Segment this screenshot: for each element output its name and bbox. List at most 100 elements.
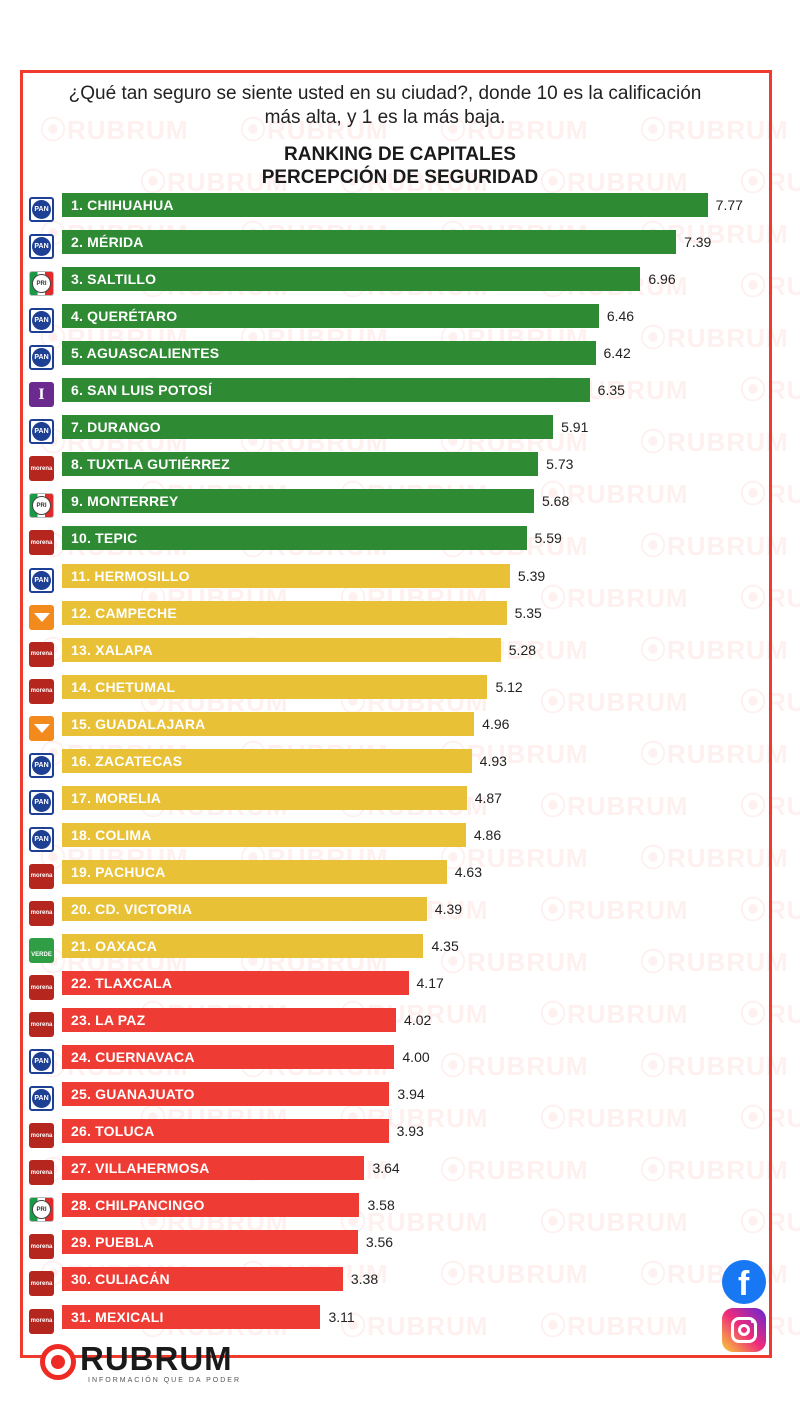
value-label: 6.42 [604, 345, 631, 361]
party-logo-text: PAN [32, 793, 51, 812]
facebook-glyph: f [738, 1265, 749, 1304]
party-logo-pan-icon: PAN [29, 419, 54, 444]
value-label: 4.96 [482, 716, 509, 732]
bar-row: morena 30. CULIACÁN 3.38 [0, 1266, 800, 1303]
party-logo-i-icon: I [29, 382, 54, 407]
party-logo-text: PAN [32, 1089, 51, 1108]
bar-row: PAN 11. HERMOSILLO 5.39 [0, 563, 800, 600]
party-logo-text: morena [31, 1170, 53, 1176]
value-label: 4.35 [431, 938, 458, 954]
bar-row: PAN 24. CUERNAVACA 4.00 [0, 1044, 800, 1081]
party-logo-morena-icon: morena [29, 1309, 54, 1334]
bar-row: morena 31. MEXICALI 3.11 [0, 1304, 800, 1341]
bar-row: PAN 25. GUANAJUATO 3.94 [0, 1081, 800, 1118]
bar-row: morena 22. TLAXCALA 4.17 [0, 970, 800, 1007]
bar-row: morena 19. PACHUCA 4.63 [0, 859, 800, 896]
value-label: 4.86 [474, 827, 501, 843]
party-logo-pan-icon: PAN [29, 345, 54, 370]
value-label: 5.68 [542, 493, 569, 509]
value-label: 5.12 [495, 679, 522, 695]
party-logo-pri-icon: PRI [29, 1197, 54, 1222]
party-logo-pri-icon: PRI [29, 493, 54, 518]
party-logo-text: PAN [32, 1052, 51, 1071]
party-logo-text [34, 613, 50, 622]
party-logo-pan-icon: PAN [29, 308, 54, 333]
category-label: 19. PACHUCA [71, 864, 166, 880]
value-label: 4.17 [417, 975, 444, 991]
party-logo-text: PRI [32, 274, 51, 293]
party-logo-text: PAN [32, 311, 51, 330]
category-label: 7. DURANGO [71, 419, 161, 435]
bar-row: morena 10. TEPIC 5.59 [0, 525, 800, 562]
category-label: 30. CULIACÁN [71, 1271, 170, 1287]
party-logo-pan-icon: PAN [29, 827, 54, 852]
value-label: 3.11 [328, 1309, 354, 1325]
category-label: 31. MEXICALI [71, 1309, 164, 1325]
party-logo-text: morena [31, 985, 53, 991]
category-label: 26. TOLUCA [71, 1123, 154, 1139]
party-logo-text [34, 724, 50, 733]
party-logo-text: morena [31, 873, 53, 879]
party-logo-morena-icon: morena [29, 1160, 54, 1185]
party-logo-text: morena [31, 1281, 53, 1287]
bar-row: I 6. SAN LUIS POTOSÍ 6.35 [0, 377, 800, 414]
bar-row: morena 13. XALAPA 5.28 [0, 637, 800, 674]
party-logo-text: PAN [32, 200, 51, 219]
party-logo-text: PAN [32, 756, 51, 775]
party-logo-pan-icon: PAN [29, 197, 54, 222]
value-label: 5.59 [535, 530, 562, 546]
category-label: 23. LA PAZ [71, 1012, 145, 1028]
party-logo-pan-icon: PAN [29, 568, 54, 593]
party-logo-morena-icon: morena [29, 1271, 54, 1296]
category-label: 12. CAMPECHE [71, 605, 177, 621]
bar-row: PAN 4. QUERÉTARO 6.46 [0, 303, 800, 340]
category-label: 21. OAXACA [71, 938, 157, 954]
bar-row: VERDE 21. OAXACA 4.35 [0, 933, 800, 970]
party-logo-text: PRI [32, 496, 51, 515]
bar-row: PAN 18. COLIMA 4.86 [0, 822, 800, 859]
party-logo-morena-icon: morena [29, 1234, 54, 1259]
value-label: 4.02 [404, 1012, 431, 1028]
party-logo-morena-icon: morena [29, 456, 54, 481]
value-label: 5.39 [518, 568, 545, 584]
category-label: 17. MORELIA [71, 790, 161, 806]
brand-name: RUBRUM [80, 1340, 233, 1378]
bar-row: PAN 16. ZACATECAS 4.93 [0, 748, 800, 785]
value-label: 7.77 [716, 197, 743, 213]
party-logo-text: I [38, 386, 44, 404]
bar-row: PAN 5. AGUASCALIENTES 6.42 [0, 340, 800, 377]
brand-tagline: INFORMACIÓN QUE DA PODER [88, 1377, 241, 1384]
bar-row: PRI 3. SALTILLO 6.96 [0, 266, 800, 303]
category-label: 25. GUANAJUATO [71, 1086, 195, 1102]
party-logo-text: PAN [32, 348, 51, 367]
instagram-icon[interactable] [722, 1308, 766, 1352]
party-logo-morena-icon: morena [29, 864, 54, 889]
category-label: 20. CD. VICTORIA [71, 901, 192, 917]
category-label: 11. HERMOSILLO [71, 568, 190, 584]
bar-row: morena 26. TOLUCA 3.93 [0, 1118, 800, 1155]
party-logo-text: morena [31, 1133, 53, 1139]
party-logo-text: PAN [32, 422, 51, 441]
category-label: 16. ZACATECAS [71, 753, 182, 769]
facebook-icon[interactable]: f [722, 1260, 766, 1304]
value-label: 6.35 [598, 382, 625, 398]
party-logo-text: morena [31, 651, 53, 657]
category-label: 24. CUERNAVACA [71, 1049, 195, 1065]
party-logo-pan-icon: PAN [29, 790, 54, 815]
value-label: 6.96 [648, 271, 675, 287]
party-logo-mc-icon [29, 605, 54, 630]
value-label: 5.73 [546, 456, 573, 472]
value-label: 5.28 [509, 642, 536, 658]
category-label: 10. TEPIC [71, 530, 137, 546]
party-logo-morena-icon: morena [29, 975, 54, 1000]
instagram-lens [738, 1324, 750, 1336]
category-label: 3. SALTILLO [71, 271, 156, 287]
bar-row: PRI 9. MONTERREY 5.68 [0, 488, 800, 525]
survey-question: ¿Qué tan seguro se siente usted en su ci… [60, 82, 710, 130]
party-logo-text: morena [31, 688, 53, 694]
party-logo-morena-icon: morena [29, 530, 54, 555]
value-label: 6.46 [607, 308, 634, 324]
bar-row: PAN 2. MÉRIDA 7.39 [0, 229, 800, 266]
party-logo-mc-icon [29, 716, 54, 741]
chart-title: RANKING DE CAPITALES PERCEPCIÓN DE SEGUR… [150, 143, 650, 189]
